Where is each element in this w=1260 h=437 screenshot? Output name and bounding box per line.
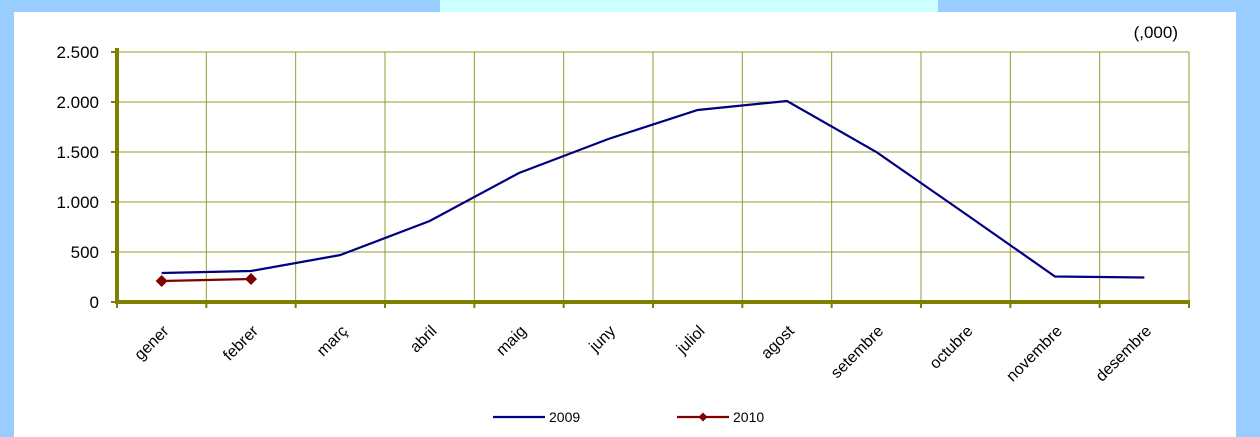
y-tick-label-4: 2.000 [56, 93, 99, 112]
series-point-2010-0 [155, 275, 168, 287]
frame-top-left-band [0, 0, 440, 12]
x-tick-label-8: setembre [828, 323, 887, 382]
y-tick-label-2: 1.000 [56, 193, 99, 212]
plot-area: 0 500 1.000 1.500 2.000 2.500 gener febrer març a… [56, 43, 1190, 385]
x-tick-label-2: març [314, 323, 351, 360]
x-tick-label-1: febrer [220, 322, 262, 364]
series-line-2010 [161, 277, 252, 283]
legend-label-2009: 2009 [549, 409, 580, 425]
x-tick-label-11: desembre [1093, 323, 1155, 385]
x-tick-label-9: octubre [927, 323, 977, 373]
x-tick-label-7: agost [758, 322, 798, 362]
unit-note: (,000) [1134, 23, 1178, 42]
legend-marker-2010 [698, 412, 708, 422]
y-tick-label-3: 1.500 [56, 143, 99, 162]
series-point-2010-1 [245, 273, 257, 285]
x-tick-label-6: juliol [673, 323, 708, 358]
frame-top-right-band [938, 0, 1260, 12]
x-tick-label-0: gener [132, 322, 173, 363]
y-tick-label-1: 500 [71, 243, 99, 262]
series-line-2009 [161, 99, 1145, 279]
x-tick-label-3: abril [407, 323, 440, 356]
x-tick-label-4: maig [493, 323, 530, 360]
x-tick-label-10: novembre [1003, 323, 1065, 385]
legend: 2009 2010 [493, 409, 764, 425]
y-tick-label-5: 2.500 [56, 43, 99, 62]
legend-label-2010: 2010 [733, 409, 764, 425]
x-tick-label-5: juny [586, 323, 619, 356]
frame-right-band [1236, 0, 1260, 437]
frame-top-center-band [440, 0, 938, 12]
frame-left-band [0, 0, 14, 437]
y-tick-label-0: 0 [90, 293, 99, 312]
